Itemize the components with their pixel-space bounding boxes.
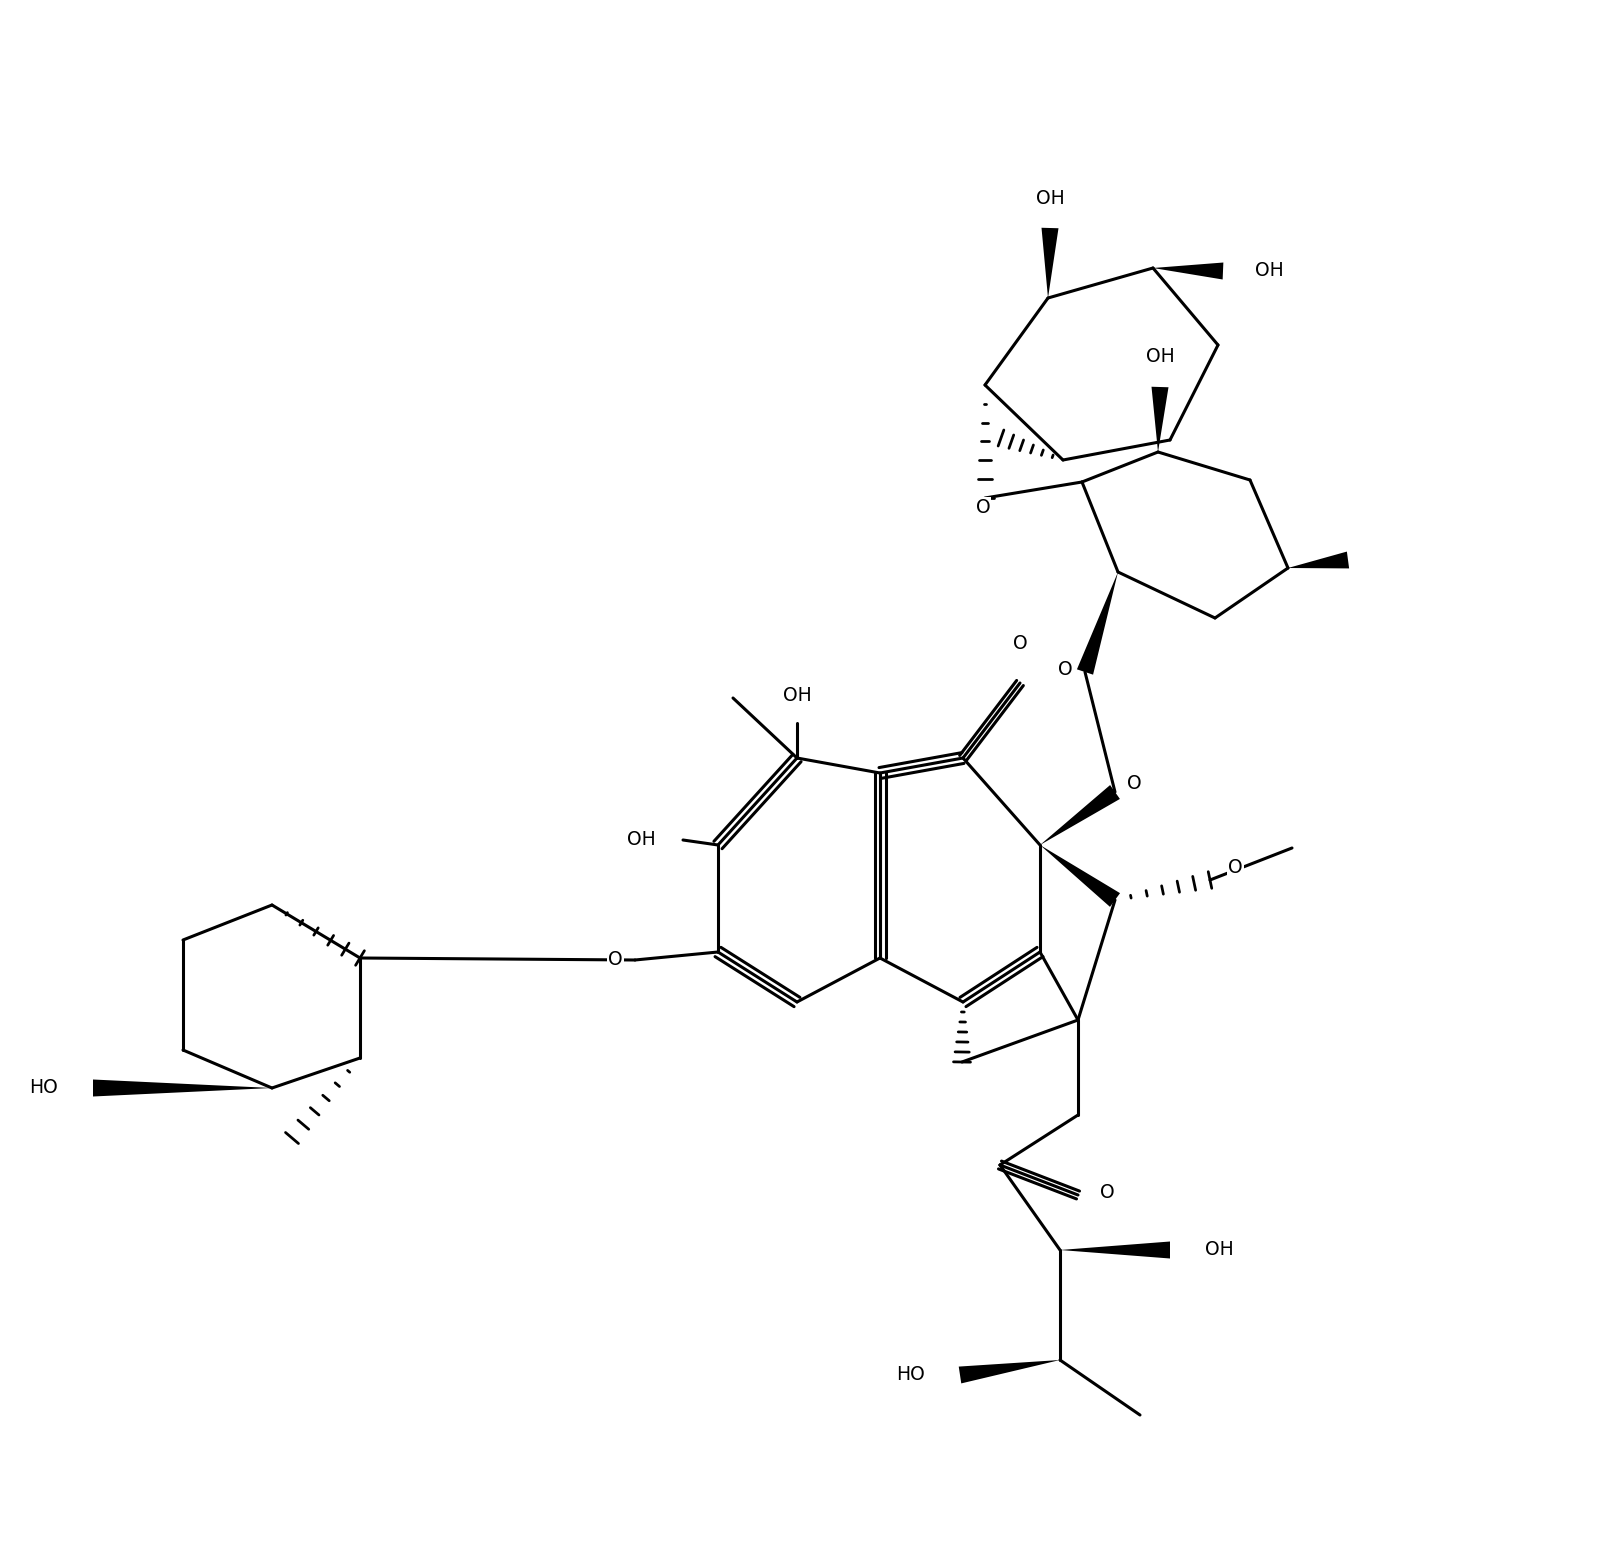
Text: OH: OH — [782, 686, 812, 706]
Text: OH: OH — [1204, 1240, 1233, 1260]
Text: O: O — [1126, 774, 1141, 793]
Text: HO: HO — [29, 1079, 58, 1097]
Polygon shape — [1151, 386, 1169, 452]
Polygon shape — [1287, 551, 1349, 568]
Text: OH: OH — [1035, 188, 1063, 208]
Text: OH: OH — [1255, 261, 1282, 281]
Text: O: O — [975, 498, 990, 517]
Text: O: O — [1058, 661, 1073, 680]
Polygon shape — [93, 1080, 271, 1097]
Polygon shape — [958, 1360, 1060, 1383]
Polygon shape — [1060, 1242, 1169, 1259]
Polygon shape — [1040, 228, 1058, 298]
Text: O: O — [1099, 1184, 1113, 1203]
Text: O: O — [1227, 858, 1242, 877]
Text: O: O — [609, 950, 623, 970]
Polygon shape — [1039, 785, 1120, 844]
Text: OH: OH — [626, 830, 656, 849]
Text: HO: HO — [896, 1366, 925, 1384]
Polygon shape — [1152, 262, 1222, 279]
Polygon shape — [1076, 573, 1117, 675]
Text: O: O — [1013, 635, 1027, 653]
Polygon shape — [1039, 844, 1120, 906]
Text: OH: OH — [1144, 348, 1173, 366]
